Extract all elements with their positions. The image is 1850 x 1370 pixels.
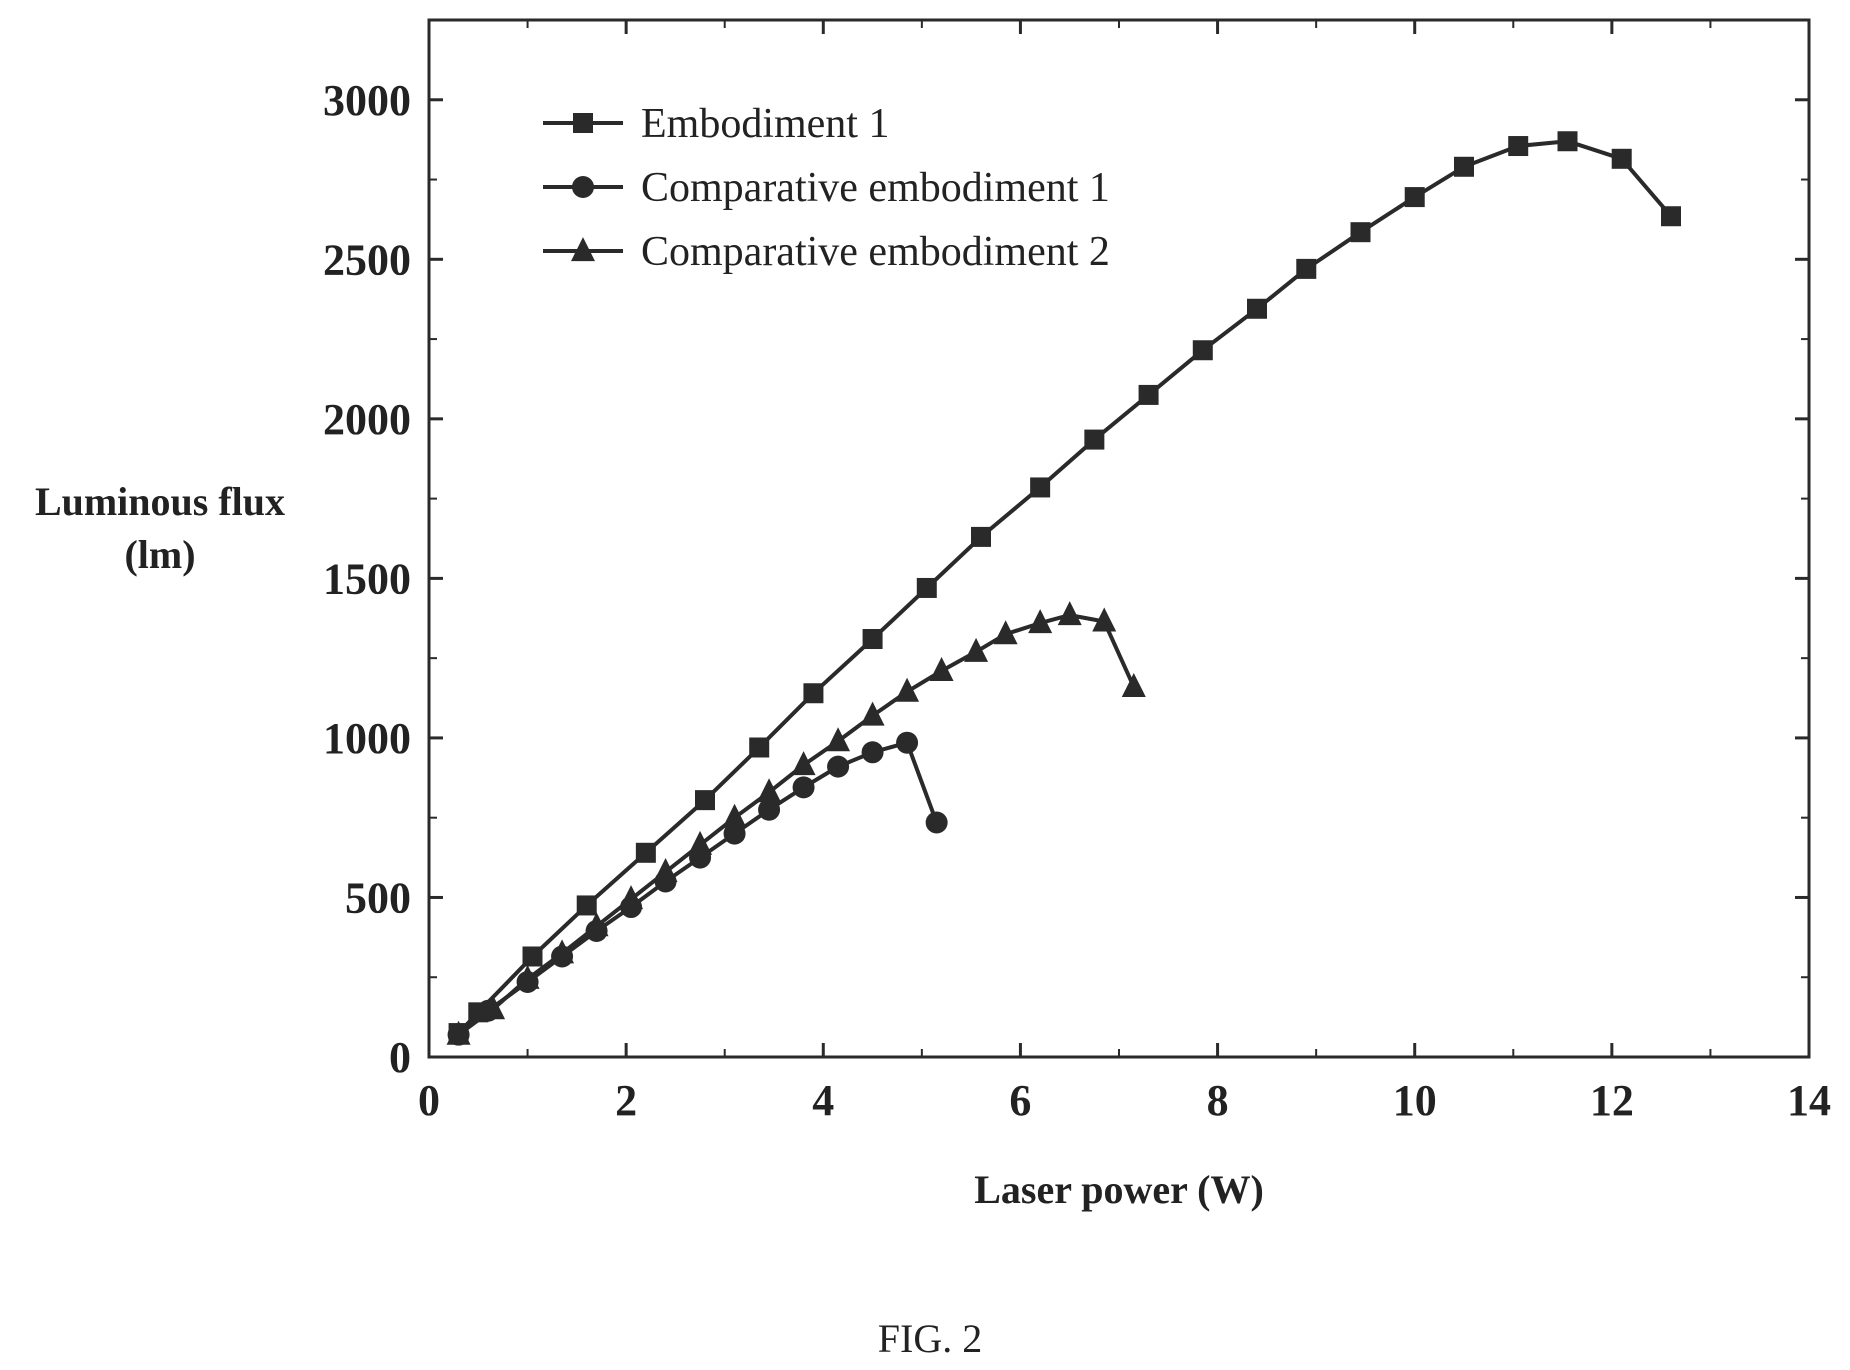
data-point-square [1661, 206, 1681, 227]
data-point-triangle [791, 751, 816, 776]
data-point-square [695, 790, 715, 811]
legend-label: Embodiment 1 [641, 101, 889, 147]
x-tick-label: 10 [1393, 1076, 1437, 1125]
data-point-square [749, 737, 770, 758]
series-layer [446, 131, 1681, 1046]
y-tick-label: 1500 [323, 554, 411, 603]
data-point-square [803, 683, 824, 704]
data-point-circle [925, 811, 948, 834]
y-axis-title-line-1: Luminous flux [35, 479, 285, 524]
data-point-square [576, 895, 597, 916]
data-point-triangle [826, 727, 851, 752]
data-point-square [1350, 222, 1371, 243]
y-tick-label: 2500 [323, 235, 411, 284]
figure-caption: FIG. 2 [878, 1316, 982, 1361]
data-point-square [1557, 131, 1578, 152]
data-point-triangle [964, 637, 989, 662]
data-point-triangle [550, 939, 575, 964]
data-point-triangle [688, 830, 713, 855]
x-tick-label: 6 [1009, 1076, 1031, 1125]
data-point-circle [758, 798, 781, 821]
data-point-triangle [929, 656, 954, 681]
data-point-square [1084, 429, 1105, 450]
data-point-triangle [1057, 601, 1082, 626]
series-line [457, 613, 1136, 1037]
data-point-square [1404, 187, 1425, 208]
x-axis-ticks: 0 2 4 6 8 10 12 14 [418, 20, 1831, 1125]
data-point-triangle [993, 620, 1018, 645]
data-point-circle [723, 822, 746, 845]
y-tick-label: 500 [345, 873, 411, 922]
data-point-triangle [1121, 672, 1146, 697]
legend-label: Comparative embodiment 2 [641, 229, 1110, 275]
data-point-circle [792, 776, 815, 799]
y-axis-title-line-2: (lm) [124, 532, 195, 577]
data-point-triangle [446, 1020, 471, 1045]
data-point-triangle [571, 237, 595, 262]
y-tick-label: 3000 [323, 76, 411, 125]
data-point-square [1247, 298, 1267, 319]
data-point-triangle [1092, 607, 1117, 632]
x-axis-title: Laser power (W) [974, 1167, 1264, 1212]
data-point-triangle [584, 912, 609, 937]
x-tick-label: 8 [1207, 1076, 1229, 1125]
data-point-triangle [860, 701, 885, 726]
data-point-triangle [653, 858, 678, 883]
data-point-circle [572, 176, 594, 198]
legend: Embodiment 1 Comparative embodiment 1 Comp… [543, 101, 1110, 275]
data-point-square [916, 577, 937, 598]
data-point-square [635, 842, 656, 863]
data-point-square [862, 629, 883, 650]
data-point-square [1508, 136, 1529, 157]
data-point-square [1030, 477, 1051, 498]
y-tick-label: 0 [389, 1033, 411, 1082]
data-point-triangle [515, 964, 540, 989]
x-tick-label: 4 [812, 1076, 834, 1125]
x-tick-label: 14 [1787, 1076, 1831, 1125]
y-axis-ticks: 0 500 1000 1500 2000 2500 3000 [323, 76, 1809, 1082]
y-tick-label: 2000 [323, 395, 411, 444]
data-point-square [522, 946, 543, 967]
data-point-circle [861, 741, 884, 764]
y-tick-label: 1000 [323, 714, 411, 763]
series-circle [447, 731, 948, 1046]
data-point-square [1138, 384, 1159, 405]
x-tick-label: 2 [615, 1076, 637, 1125]
data-point-triangle [481, 995, 506, 1020]
data-point-circle [827, 755, 850, 778]
data-point-square [971, 526, 991, 547]
data-point-triangle [757, 778, 782, 803]
data-point-square [1192, 340, 1213, 361]
data-point-triangle [1028, 609, 1053, 634]
data-point-triangle [619, 885, 644, 910]
data-point-square [1611, 148, 1632, 169]
x-tick-label: 0 [418, 1076, 440, 1125]
data-point-triangle [722, 803, 747, 828]
series-triangle [446, 601, 1146, 1045]
data-point-circle [896, 731, 919, 754]
data-point-square [573, 113, 593, 133]
x-tick-label: 12 [1590, 1076, 1634, 1125]
legend-label: Comparative embodiment 1 [641, 165, 1110, 211]
data-point-square [1296, 258, 1317, 279]
data-point-triangle [895, 677, 920, 702]
data-point-square [1454, 156, 1474, 177]
